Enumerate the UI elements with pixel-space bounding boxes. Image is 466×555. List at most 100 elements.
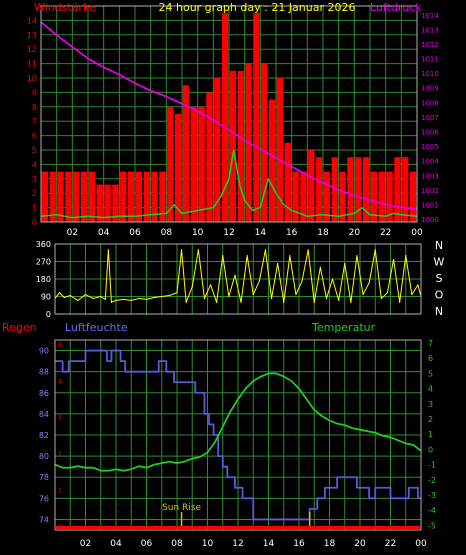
wind-x-tick-label: 18	[317, 228, 329, 238]
wind-panel-frame	[40, 5, 418, 223]
wind-mean-line-point	[173, 204, 175, 206]
wind-x-tick-label: 10	[192, 228, 204, 238]
wind-direction-line-point	[176, 292, 178, 294]
direction-panel-frame	[54, 243, 422, 315]
wind-y-tick-label: 3	[32, 175, 37, 184]
temperature-line-point	[405, 442, 407, 444]
humidity-line-point	[208, 413, 210, 415]
wind-direction-line-point	[92, 297, 94, 300]
wind-direction-line-point	[104, 298, 106, 301]
wind-direction-line-point	[295, 293, 297, 296]
wind-bar	[347, 157, 354, 222]
temperature-y-tick-label: -2	[428, 476, 436, 485]
wind-mean-line-point	[212, 207, 214, 209]
humidity-line-point	[213, 434, 215, 436]
temperature-line-point	[161, 462, 163, 464]
wind-direction-line-point	[344, 262, 346, 265]
temperature-line-point	[306, 398, 308, 400]
humidity-x-tick-label: 06	[141, 539, 153, 549]
direction-letter: O	[435, 289, 444, 302]
wind-direction-line-point	[197, 249, 199, 251]
wind-bar	[370, 171, 378, 222]
temperature-line-point	[283, 375, 285, 378]
wind-direction-line-point	[191, 286, 193, 288]
wind-x-tick-label: 04	[98, 228, 110, 238]
wind-direction-line-point	[313, 301, 315, 303]
temperature-line-point	[123, 470, 125, 472]
temperature-line-point	[100, 470, 102, 472]
temperature-line-point	[336, 423, 338, 425]
wind-direction-line-point	[362, 293, 364, 296]
wind-bar	[394, 157, 401, 222]
pressure-line-point	[181, 103, 183, 105]
temperature-line-point	[115, 468, 117, 470]
wind-mean-line-point	[87, 215, 89, 217]
pressure-y-tick-label: 1001	[421, 201, 439, 209]
temperature-line-point	[313, 409, 315, 411]
humidity-line-point	[62, 371, 64, 373]
temperature-line-point	[168, 461, 170, 463]
temperature-line-point	[145, 467, 148, 469]
wind-bar	[339, 171, 346, 222]
humidity-y-tick-label: 74	[39, 515, 49, 524]
temperature-line-point	[252, 380, 254, 382]
wind-direction-line-point	[145, 298, 148, 301]
temperature-line-point	[191, 457, 193, 460]
wind-bar	[182, 85, 190, 222]
pressure-line-point	[118, 73, 120, 76]
wind-mean-line-point	[150, 214, 152, 216]
temperature-line-point	[237, 398, 239, 400]
wind-direction-line-point	[115, 299, 117, 301]
humidity-line-point	[208, 423, 210, 426]
pressure-y-tick-label: 1002	[421, 187, 439, 195]
humidity-line-point	[374, 487, 376, 489]
temperature-line-point	[107, 470, 109, 472]
pressure-line-point	[87, 57, 89, 60]
pressure-line-point	[228, 129, 230, 131]
wind-bar	[331, 157, 338, 222]
wind-bar	[253, 13, 260, 223]
humidity-y-tick-label: 88	[39, 368, 49, 377]
wind-bar	[261, 63, 268, 222]
wind-bar	[229, 70, 237, 222]
humidity-panel-frame	[54, 339, 422, 531]
temperature-line-point	[275, 372, 277, 375]
wind-direction-line-point	[110, 301, 113, 303]
temperature-y-tick-label: 0	[428, 445, 433, 454]
wind-bar	[151, 171, 158, 222]
rain-bar	[56, 526, 420, 529]
humidity-line-point	[389, 497, 392, 499]
temperature-line-point	[199, 456, 201, 458]
wind-direction-line-point	[368, 282, 370, 284]
temperature-line-point	[267, 372, 270, 375]
humidity-line-point	[68, 360, 70, 362]
humidity-x-tick-label: 20	[354, 539, 366, 549]
wind-direction-line-point	[234, 274, 236, 276]
temperature-line-point	[260, 375, 262, 378]
humidity-line-point	[252, 518, 254, 521]
wind-y-tick-label: 13	[27, 31, 37, 40]
wind-y-tick-label: 6	[32, 132, 37, 141]
temperature-line-point	[229, 410, 231, 413]
pressure-line-point	[275, 157, 277, 159]
wind-direction-line-point	[405, 255, 407, 257]
wind-bar	[308, 150, 315, 222]
wind-y-tick-label: 0	[32, 218, 37, 227]
wind-bar	[41, 171, 49, 222]
temperature-line-point	[245, 388, 247, 390]
wind-bar	[214, 78, 221, 222]
humidity-y-tick-label: 82	[39, 431, 49, 440]
wind-mean-line-point	[228, 178, 230, 180]
rain-y-tick-label: 4	[58, 378, 62, 385]
humidity-x-tick-label: 14	[263, 539, 275, 549]
wind-y-tick-label: 7	[32, 117, 37, 126]
wind-direction-line-point	[84, 293, 87, 296]
humidity-line-point	[106, 360, 108, 362]
wind-direction-line-point	[246, 255, 248, 257]
humidity-line-point	[213, 423, 215, 426]
wind-bar	[237, 70, 244, 222]
pressure-axis-title: Luftdruck	[370, 1, 422, 14]
wind-mean-line-point	[181, 212, 183, 214]
wind-x-tick-label: 20	[349, 228, 361, 238]
humidity-x-tick-label: 12	[232, 539, 243, 549]
